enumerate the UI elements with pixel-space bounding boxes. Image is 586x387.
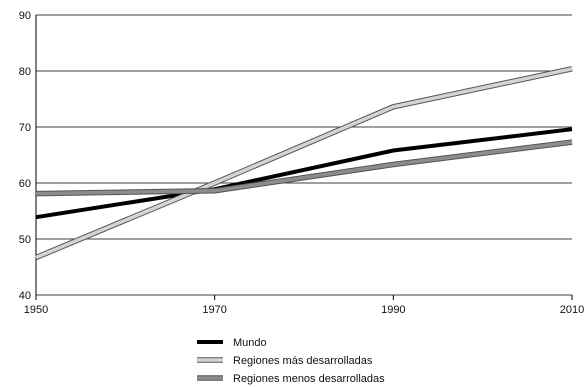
y-tick-label: 40 [19,290,31,302]
legend-entry-3: Regiones menos desarrolladas [197,373,385,385]
series-path [35,140,573,196]
legend-label: Regiones menos desarrolladas [233,373,385,385]
series-lines [34,66,573,261]
y-tick-labels: 40 50 60 70 80 90 [19,10,31,302]
series-line-1 [35,127,573,220]
series-line-3 [35,139,573,197]
x-tick-label: 1970 [202,304,226,316]
series-path [35,67,573,260]
legend: Mundo Regiones más desarrolladas Regiones … [197,337,385,385]
y-tick-label: 90 [19,10,31,22]
series-path [35,127,573,220]
series-line-2 [34,66,573,261]
x-tick-label: 2010 [560,304,584,316]
gridlines [36,14,572,296]
y-tick-label: 80 [19,66,31,78]
legend-entry-2: Regiones más desarrolladas [197,355,373,367]
y-tick-label: 60 [19,178,31,190]
y-tick-label: 70 [19,122,31,134]
y-tick-label: 50 [19,234,31,246]
legend-label: Mundo [233,337,267,349]
x-tick-labels: 1950 1970 1990 2010 [24,304,584,316]
x-tick-label: 1950 [24,304,48,316]
series-outline [34,66,573,261]
legend-label: Regiones más desarrolladas [233,355,373,367]
x-tick-label: 1990 [381,304,405,316]
legend-entry-1: Mundo [197,337,267,349]
axes [35,15,573,300]
